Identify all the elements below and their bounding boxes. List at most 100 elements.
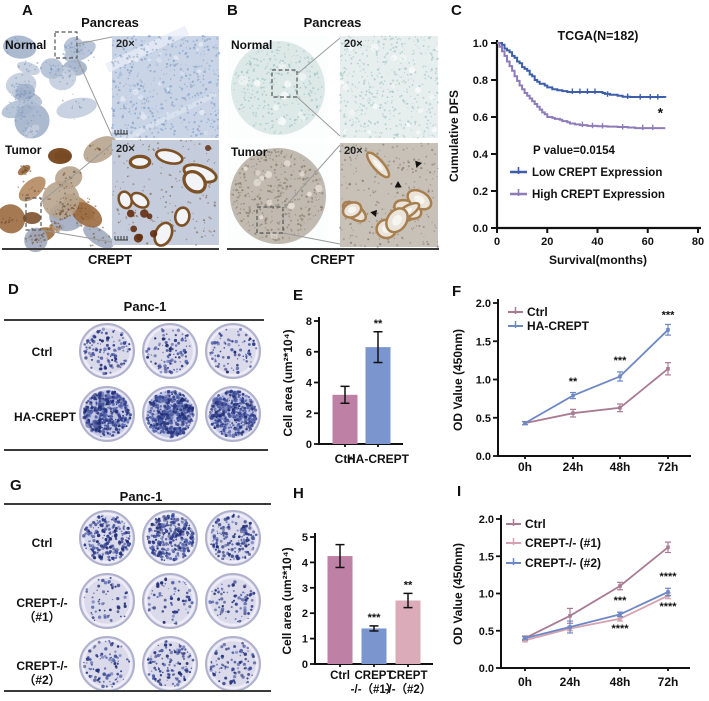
ihc-image-b-tumor-overview	[228, 143, 328, 247]
magnification-label-b-tumor: 20×	[344, 145, 363, 157]
svg-text:TCGA(N=182): TCGA(N=182)	[558, 29, 639, 43]
magnification-label-a-normal: 20×	[116, 38, 135, 50]
svg-text:Ctrl: Ctrl	[335, 452, 356, 466]
svg-text:72h: 72h	[658, 460, 679, 474]
label-g-crept-ko2-line1: CREPT-/-	[16, 659, 68, 673]
label-a-tumor: Tumor	[5, 143, 42, 157]
ihc-image-b-normal-overview	[228, 36, 328, 138]
label-a-normal: Normal	[5, 38, 47, 52]
panel-d-title: Panc-1	[123, 299, 167, 314]
panel-g-title: Panc-1	[119, 489, 163, 504]
panel-a-title: Pancreas	[81, 15, 139, 30]
panel-a-caption: CREPT	[87, 252, 133, 267]
panel-d-letter: D	[8, 281, 19, 298]
svg-text:4: 4	[306, 378, 313, 390]
svg-text:0.8: 0.8	[473, 75, 488, 87]
rule-d-bottom	[4, 449, 268, 451]
svg-text:Ctrl: Ctrl	[527, 305, 548, 319]
svg-text:0.0: 0.0	[473, 223, 488, 235]
panel-f: F 0.0 0.5 1.0 1.5 2.0 OD Value (450nm) 0h 24h 48…	[448, 281, 709, 474]
svg-text:1.0: 1.0	[476, 375, 491, 387]
caption-rule-b	[227, 248, 439, 250]
svg-text:40: 40	[591, 236, 603, 248]
ihc-image-a-tumor-overview	[0, 136, 118, 253]
panel-b-caption: CREPT	[310, 252, 355, 267]
label-b-tumor: Tumor	[231, 145, 268, 159]
svg-text:48h: 48h	[610, 460, 631, 474]
svg-text:0.5: 0.5	[476, 413, 491, 425]
svg-text:60: 60	[642, 236, 654, 248]
svg-text:***: ***	[662, 309, 676, 321]
colony-dishes-g	[79, 510, 261, 692]
label-d-ctrl: Ctrl	[31, 345, 53, 359]
svg-text:1.0: 1.0	[473, 38, 488, 50]
ihc-image-a-tumor-20x	[111, 139, 219, 247]
svg-text:**: **	[374, 318, 383, 330]
svg-text:P value=0.0154: P value=0.0154	[533, 145, 616, 157]
panel-a: A Pancreas Normal Tumor 20× 20× CREPT	[0, 0, 222, 270]
panel-b-title: Pancreas	[303, 15, 362, 30]
rule-g-top	[4, 503, 271, 505]
ihc-image-a-normal-20x	[104, 25, 221, 143]
rule-d-top	[4, 319, 264, 321]
svg-text:80: 80	[692, 236, 704, 248]
svg-text:0h: 0h	[518, 460, 532, 474]
ihc-image-b-tumor-20x	[339, 142, 439, 248]
panel-c-letter: C	[451, 2, 462, 19]
roi-connector-overlay-a	[25, 31, 128, 243]
svg-text:0.6: 0.6	[473, 112, 488, 124]
svg-text:Low CREPT Expression: Low CREPT Expression	[532, 167, 662, 179]
svg-text:2: 2	[306, 408, 312, 420]
svg-text:1.5: 1.5	[476, 336, 491, 348]
growth-curve-chart-f: 0.0 0.5 1.0 1.5 2.0 OD Value (450nm) 0h 24h 48h 7…	[451, 298, 691, 474]
svg-text:0: 0	[306, 439, 312, 451]
panel-e: E 0 2 4 6 8 Cell area (um²*10⁴) Ctrl HA-CREPT **	[281, 281, 413, 473]
ihc-image-b-normal-20x	[338, 35, 441, 140]
panel-b: B Pancreas Normal Tumor 20× 20× CREPT	[225, 0, 441, 270]
svg-text:OD Value (450nm): OD Value (450nm)	[451, 329, 465, 431]
ihc-image-a-normal-overview	[1, 35, 110, 139]
svg-text:Cell area (um²*10⁴): Cell area (um²*10⁴)	[281, 329, 295, 436]
label-g-crept-ko1-line1: CREPT-/-	[16, 596, 68, 610]
magnification-label-a-tumor: 20×	[116, 143, 135, 155]
panel-h: H 0 1 2 3 4 5 Cell area (um²*10⁴) Ctrl CREPT -/-（…	[280, 483, 438, 701]
svg-text:HA-CREPT: HA-CREPT	[527, 319, 590, 333]
label-g-crept-ko1: CREPT-/- （#1）	[0, 596, 84, 624]
svg-text:0.4: 0.4	[473, 149, 489, 161]
svg-text:Cumulative DFS: Cumulative DFS	[447, 90, 461, 182]
panel-h-letter: H	[293, 485, 304, 502]
label-g-crept-ko1-line2: （#1）	[23, 610, 61, 624]
panel-i: I 0.0 0.5 1.0 1.5 2.0 OD Value (450nm) 0h 24h 48…	[448, 483, 709, 701]
magnification-label-b-normal: 20×	[344, 38, 363, 50]
km-survival-chart: 0.0 0.2 0.4 0.6 0.8 1.0 0 20 40 60 80 TCGA(N=182) Cu…	[447, 29, 704, 267]
roi-connector-overlay-b	[256, 37, 341, 245]
panel-c: C 0.0 0.2 0.4 0.6 0.8 1.0 0 20 40 60 80 TCGA(N=182)…	[440, 0, 709, 272]
growth-curve-chart-i: 0.00.51.01.52.0OD Value (450nm)0h 24h 48h 7…	[451, 514, 690, 689]
label-g-ctrl: Ctrl	[31, 536, 53, 550]
svg-text:0: 0	[494, 236, 500, 248]
caption-rule-a	[2, 248, 219, 250]
panel-b-letter: B	[227, 2, 238, 19]
svg-text:20: 20	[541, 236, 553, 248]
label-b-normal: Normal	[231, 38, 273, 52]
panel-g: G Panc-1 Ctrl CREPT-/- （#1） CREPT-/- （#2…	[0, 470, 282, 701]
svg-text:6: 6	[306, 347, 312, 359]
svg-text:***: ***	[614, 355, 628, 367]
label-g-crept-ko2-line2: （#2）	[23, 673, 61, 687]
svg-text:0.2: 0.2	[473, 186, 488, 198]
svg-text:2.0: 2.0	[476, 298, 491, 310]
panel-g-letter: G	[10, 477, 22, 494]
panel-f-letter: F	[452, 283, 462, 300]
panel-a-letter: A	[22, 2, 33, 19]
svg-text:*: *	[658, 104, 664, 120]
svg-text:HA-CREPT: HA-CREPT	[347, 452, 410, 466]
panel-d: D Panc-1 Ctrl HA-CREPT	[0, 275, 280, 465]
panel-e-letter: E	[293, 287, 304, 304]
label-g-crept-ko2: CREPT-/- （#2）	[0, 659, 84, 687]
label-d-ha-crept: HA-CREPT	[14, 410, 76, 424]
svg-text:Survival(months): Survival(months)	[549, 253, 647, 267]
svg-text:8: 8	[306, 316, 312, 328]
